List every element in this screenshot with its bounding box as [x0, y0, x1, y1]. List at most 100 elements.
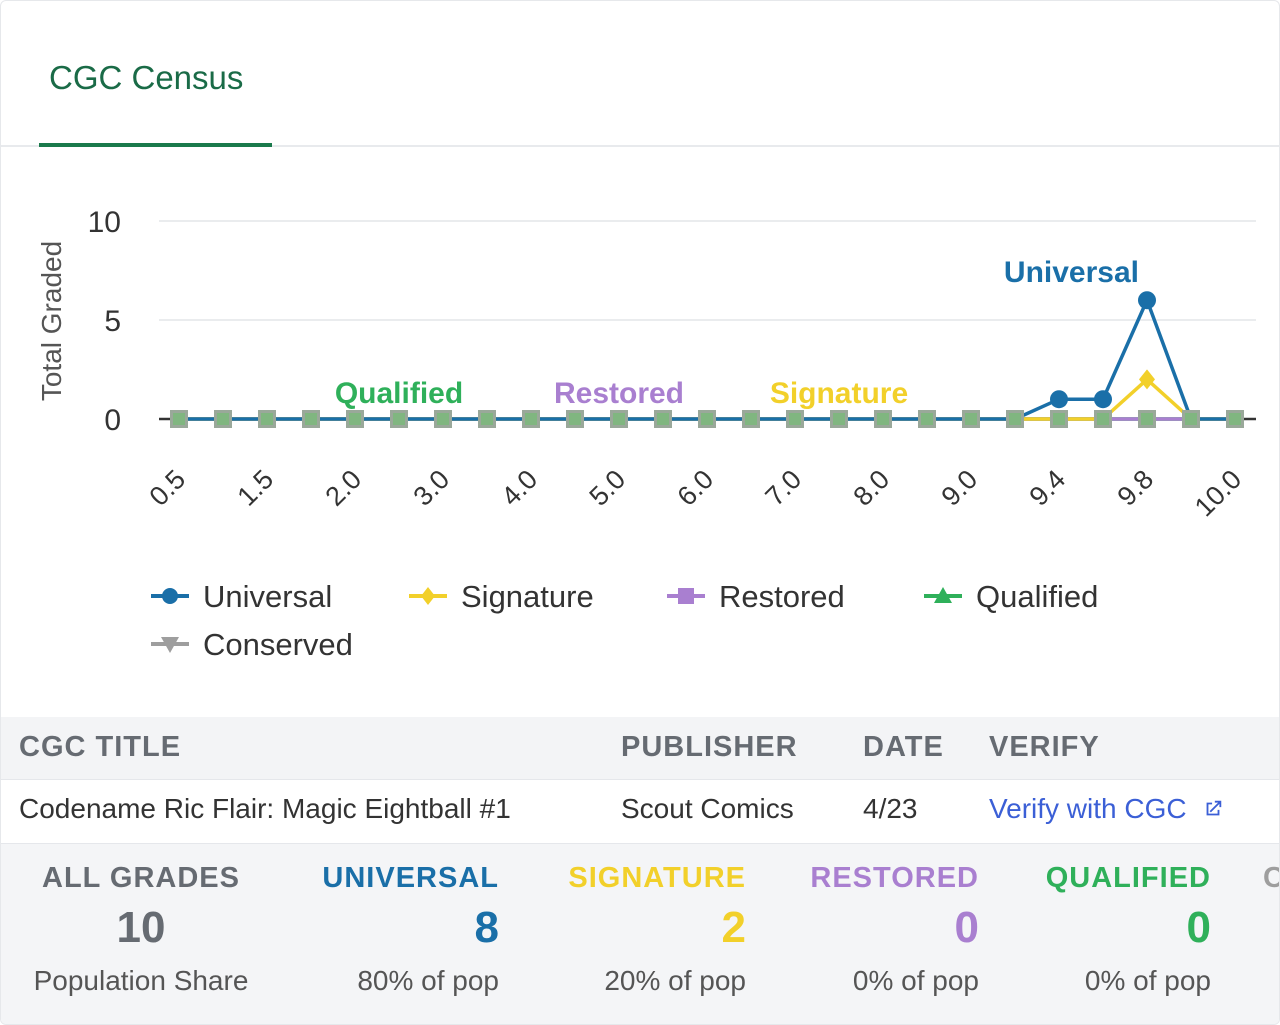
data-point-baseline-inner: [173, 413, 185, 425]
x-tick-label: 9.4: [1023, 464, 1071, 512]
data-point-baseline-inner: [1229, 413, 1241, 425]
y-tick-label: 0: [104, 404, 121, 437]
stat-overflow-conserved: C: [1263, 862, 1279, 895]
legend-label: Signature: [461, 579, 594, 614]
x-tick-label: 0.5: [143, 464, 191, 512]
tab-cgc-census[interactable]: CGC Census: [39, 31, 272, 147]
tab-label: CGC Census: [49, 59, 244, 96]
legend-label: Restored: [719, 579, 845, 614]
data-point-baseline-inner: [1009, 413, 1021, 425]
data-point-baseline-inner: [1185, 413, 1197, 425]
data-point-baseline-inner: [657, 413, 669, 425]
header-verify: VERIFY: [989, 731, 1100, 763]
data-point-baseline-inner: [437, 413, 449, 425]
legend-item-signature[interactable]: Signature: [409, 579, 594, 614]
data-point-baseline-inner: [261, 413, 273, 425]
legend-item-universal[interactable]: Universal: [151, 579, 332, 614]
data-point-baseline-inner: [921, 413, 933, 425]
x-tick-label: 1.5: [231, 464, 279, 512]
x-tick-label: 7.0: [759, 464, 807, 512]
stat-sub: 80% of pop: [357, 965, 499, 996]
data-point-baseline-inner: [965, 413, 977, 425]
x-tick-label: 6.0: [671, 464, 719, 512]
data-point-baseline-inner: [525, 413, 537, 425]
data-point-baseline-inner: [701, 413, 713, 425]
x-tick-label: 3.0: [407, 464, 455, 512]
data-point-baseline-inner: [393, 413, 405, 425]
data-point-baseline-inner: [305, 413, 317, 425]
y-axis-label: Total Graded: [36, 241, 67, 401]
cell-date: 4/23: [863, 793, 918, 824]
data-point-universal: [1138, 291, 1156, 310]
data-point-baseline-inner: [789, 413, 801, 425]
stat-label: QUALIFIED: [1045, 862, 1211, 894]
data-point-signature: [1139, 369, 1155, 390]
stat-value: 10: [116, 903, 166, 952]
legend-item-restored[interactable]: Restored: [667, 579, 845, 614]
stat-value: 0: [954, 903, 979, 952]
legend-swatch-marker: [934, 587, 952, 603]
verify-link-label[interactable]: Verify with CGC: [989, 793, 1187, 824]
stat-universal: UNIVERSAL 8 80% of pop: [301, 862, 499, 997]
legend-item-qualified[interactable]: Qualified: [924, 579, 1098, 614]
stat-value: 0: [1186, 903, 1211, 952]
x-tick-label: 9.0: [935, 464, 983, 512]
table-row: Codename Ric Flair: Magic Eightball #1 S…: [1, 779, 1279, 844]
x-tick-label: 4.0: [495, 464, 543, 512]
stat-sub: 20% of pop: [604, 965, 746, 996]
legend-label: Universal: [203, 579, 332, 614]
stat-value: 2: [721, 903, 746, 952]
legend-item-conserved[interactable]: Conserved: [151, 627, 353, 662]
stat-value: 8: [474, 903, 499, 952]
annotation-universal: Universal: [1004, 256, 1139, 289]
annotation-qualified: Qualified: [335, 377, 463, 410]
stat-signature: SIGNATURE 2 20% of pop: [546, 862, 746, 997]
stat-label: UNIVERSAL: [322, 862, 499, 894]
data-point-universal: [1094, 390, 1112, 409]
data-point-universal: [1050, 390, 1068, 409]
cell-publisher: Scout Comics: [621, 793, 794, 824]
stat-label: SIGNATURE: [568, 862, 746, 894]
data-point-baseline-inner: [569, 413, 581, 425]
legend-swatch-marker: [162, 588, 178, 604]
data-point-baseline-inner: [877, 413, 889, 425]
legend-swatch-marker: [161, 637, 179, 653]
stat-overflow-label: C: [1263, 862, 1279, 895]
verify-with-cgc-link[interactable]: Verify with CGC: [989, 793, 1224, 827]
chart-svg: 0 5 10 Total Graded 0.5 1.5 2.0 3.0 4.0 5.0 6.0 7.0…: [36, 206, 1256, 662]
stat-all-grades: ALL GRADES 10 Population Share: [31, 862, 251, 997]
annotation-restored: Restored: [554, 377, 684, 410]
data-point-baseline-inner: [613, 413, 625, 425]
x-tick-label: 2.0: [319, 464, 367, 512]
legend-label: Qualified: [976, 579, 1098, 614]
header-publisher: PUBLISHER: [621, 731, 798, 763]
legend-swatch-marker: [421, 587, 435, 605]
header-date: DATE: [863, 731, 944, 763]
y-tick-label: 10: [88, 206, 121, 239]
header-cgc-title: CGC TITLE: [19, 731, 182, 763]
data-point-baseline-inner: [481, 413, 493, 425]
annotation-signature: Signature: [770, 377, 908, 410]
stat-sub: 0% of pop: [852, 965, 979, 996]
x-tick-label: 9.8: [1111, 464, 1159, 512]
population-stats: ALL GRADES 10 Population Share UNIVERSAL…: [1, 844, 1279, 1024]
tab-bar: CGC Census: [1, 1, 1279, 147]
data-point-baseline-inner: [1097, 413, 1109, 425]
stat-label: ALL GRADES: [42, 862, 240, 894]
x-tick-label: 10.0: [1189, 464, 1247, 522]
legend-label: Conserved: [203, 627, 353, 662]
external-link-icon[interactable]: [1202, 795, 1224, 827]
data-point-baseline-inner: [1141, 413, 1153, 425]
x-tick-label: 5.0: [583, 464, 631, 512]
data-point-baseline-inner: [217, 413, 229, 425]
stat-qualified: QUALIFIED 0 0% of pop: [1021, 862, 1211, 997]
y-tick-label: 5: [104, 305, 121, 338]
stat-sub: Population Share: [33, 965, 249, 996]
data-point-baseline-inner: [1053, 413, 1065, 425]
table-header: CGC TITLE PUBLISHER DATE VERIFY: [1, 717, 1279, 780]
legend-swatch-marker: [678, 588, 694, 604]
cell-title: Codename Ric Flair: Magic Eightball #1: [19, 793, 511, 824]
stat-restored: RESTORED 0 0% of pop: [791, 862, 979, 997]
data-point-baseline-inner: [349, 413, 361, 425]
